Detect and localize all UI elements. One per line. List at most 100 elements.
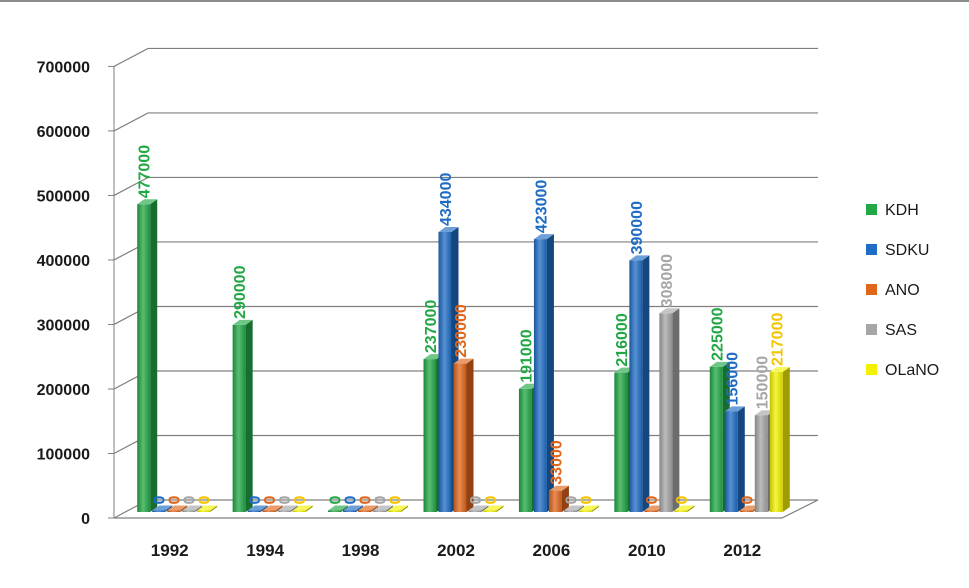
bar-side xyxy=(481,505,489,512)
bar-kdh-2012[interactable] xyxy=(709,366,723,512)
bar-top xyxy=(152,505,173,511)
bar-top xyxy=(373,505,394,511)
bar-kdh-2002[interactable] xyxy=(423,359,437,512)
bar-side xyxy=(245,319,253,512)
bar-sdku-2002[interactable] xyxy=(438,232,452,512)
bar-top xyxy=(358,505,379,511)
bar-olano-1992[interactable] xyxy=(197,510,211,513)
y-tick-label: 100000 xyxy=(37,446,90,463)
bar-ano-2006[interactable] xyxy=(548,490,562,512)
bar-side xyxy=(195,505,203,512)
bar-sdku-2012[interactable] xyxy=(724,411,738,512)
bar-sas-2012[interactable] xyxy=(754,415,768,512)
bar-side xyxy=(672,308,680,512)
y-tick-label: 400000 xyxy=(37,253,90,270)
bar-top xyxy=(137,199,158,205)
bar-top xyxy=(468,505,489,511)
bar-side xyxy=(341,505,349,512)
data-label: 0 xyxy=(167,496,184,505)
bar-side xyxy=(576,505,584,512)
legend-label-sas: SAS xyxy=(885,322,917,339)
bar-sdku-1998[interactable] xyxy=(343,510,357,513)
bar-side xyxy=(561,485,569,512)
bar-ano-2010[interactable] xyxy=(644,510,658,513)
bar-sas-1994[interactable] xyxy=(277,510,291,513)
bar-kdh-1994[interactable] xyxy=(232,324,246,512)
bar-sas-2006[interactable] xyxy=(563,510,577,513)
x-tick-label: 2010 xyxy=(628,541,666,560)
bar-top xyxy=(292,505,313,511)
bar-ano-1994[interactable] xyxy=(262,510,276,513)
bar-ano-1992[interactable] xyxy=(167,510,181,513)
bar-side xyxy=(591,505,599,512)
bar-ano-1998[interactable] xyxy=(358,510,372,513)
data-label: 230000 xyxy=(453,304,470,357)
bar-top xyxy=(724,406,745,412)
bar-side xyxy=(466,358,474,512)
bar-side xyxy=(386,505,394,512)
bar-top xyxy=(438,227,459,233)
bar-sdku-2010[interactable] xyxy=(629,260,643,512)
data-label: 0 xyxy=(483,496,500,505)
bar-top xyxy=(674,505,695,511)
y-tick-label: 0 xyxy=(81,511,90,528)
bar-olano-1998[interactable] xyxy=(388,510,402,513)
bar-top xyxy=(182,505,203,511)
bar-olano-2012[interactable] xyxy=(769,372,783,512)
data-label: 156000 xyxy=(724,352,741,405)
bar-side xyxy=(290,505,298,512)
x-tick-label: 2006 xyxy=(533,541,571,560)
data-label: 0 xyxy=(328,496,345,505)
bar-olano-2006[interactable] xyxy=(578,510,592,513)
data-label: 0 xyxy=(373,496,390,505)
y-tick-label: 700000 xyxy=(37,59,90,76)
legend-label-olano: OLaNO xyxy=(885,362,939,379)
bar-sas-2002[interactable] xyxy=(468,510,482,513)
bar-olano-2002[interactable] xyxy=(483,510,497,513)
bar-sdku-1994[interactable] xyxy=(247,510,261,513)
bar-sas-2010[interactable] xyxy=(659,313,673,512)
bar-sas-1998[interactable] xyxy=(373,510,387,513)
data-label: 0 xyxy=(674,496,691,505)
y-tick-label: 200000 xyxy=(37,382,90,399)
bar-top xyxy=(533,234,554,240)
data-label: 434000 xyxy=(438,173,455,226)
bar-side xyxy=(546,234,554,513)
bar-top xyxy=(343,505,364,511)
bar-side xyxy=(642,255,650,512)
bar-kdh-1992[interactable] xyxy=(137,204,151,512)
bar-side xyxy=(371,505,379,512)
bar-ano-2002[interactable] xyxy=(453,363,467,512)
bar-sdku-1992[interactable] xyxy=(152,510,166,513)
x-tick-label: 1992 xyxy=(151,541,189,560)
bar-olano-2010[interactable] xyxy=(674,510,688,513)
legend-swatch-ano xyxy=(866,284,877,295)
data-label: 0 xyxy=(292,496,309,505)
bar-top xyxy=(262,505,283,511)
bar-side xyxy=(737,406,745,512)
data-label: 0 xyxy=(644,496,661,505)
bar-kdh-1998[interactable] xyxy=(328,510,342,513)
bar-side xyxy=(260,505,268,512)
bar-top xyxy=(578,505,599,511)
bar-top xyxy=(197,505,218,511)
bar-kdh-2010[interactable] xyxy=(614,372,628,512)
gridline xyxy=(113,112,818,132)
bar-side xyxy=(782,367,790,512)
bar-ano-2012[interactable] xyxy=(739,510,753,513)
data-label: 0 xyxy=(247,496,264,505)
bar-top xyxy=(709,361,730,367)
bar-side xyxy=(165,505,173,512)
legend-swatch-kdh xyxy=(866,204,877,215)
bar-olano-1994[interactable] xyxy=(292,510,306,513)
bar-side xyxy=(210,505,218,512)
x-tick-label: 2012 xyxy=(723,541,761,560)
gridline xyxy=(113,241,818,261)
bar-sdku-2006[interactable] xyxy=(533,239,547,513)
bar-sas-1992[interactable] xyxy=(182,510,196,513)
bar-top xyxy=(548,485,569,491)
data-label: 191000 xyxy=(518,329,535,382)
data-label: 0 xyxy=(197,496,214,505)
bar-kdh-2006[interactable] xyxy=(518,388,532,512)
